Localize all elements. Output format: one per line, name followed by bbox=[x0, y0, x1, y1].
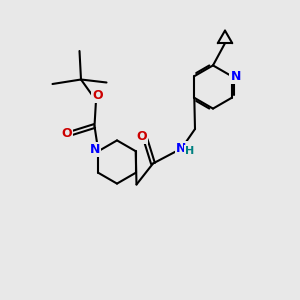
Text: H: H bbox=[185, 146, 194, 156]
Text: N: N bbox=[176, 142, 187, 155]
Text: O: O bbox=[92, 89, 103, 103]
Text: N: N bbox=[230, 70, 241, 83]
Text: O: O bbox=[136, 130, 147, 143]
Text: O: O bbox=[61, 127, 72, 140]
Text: N: N bbox=[90, 143, 101, 156]
